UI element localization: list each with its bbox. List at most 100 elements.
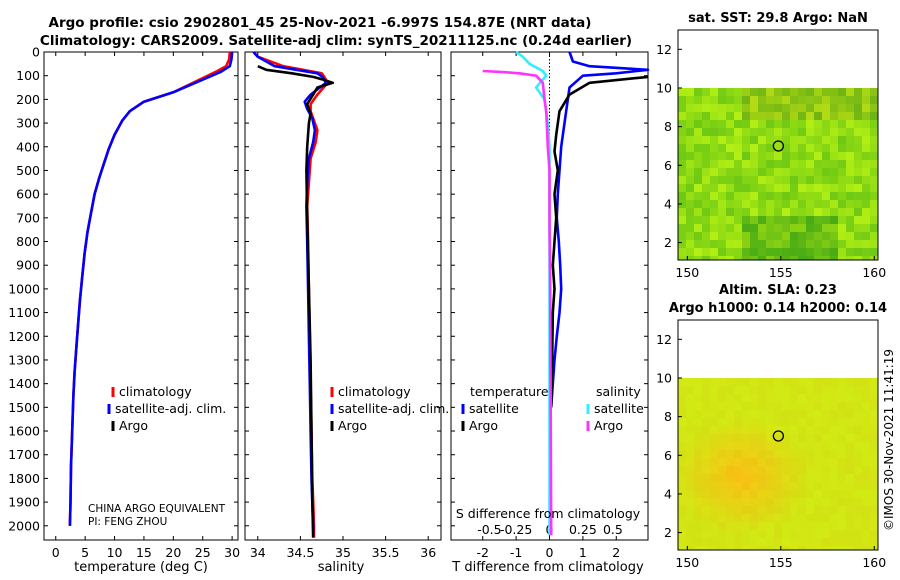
- heatmap-cell: [854, 96, 863, 105]
- heatmap-cell: [846, 160, 855, 169]
- heatmap-cell: [806, 240, 815, 249]
- heatmap-cell: [718, 410, 727, 419]
- heatmap-cell: [718, 378, 727, 387]
- heatmap-cell: [782, 144, 791, 153]
- heatmap-cell: [790, 418, 799, 427]
- heatmap-cell: [758, 402, 767, 411]
- heatmap-cell: [822, 160, 831, 169]
- y-tick-label: 1600: [8, 424, 40, 439]
- heatmap-cell: [742, 482, 751, 491]
- heatmap-cell: [830, 466, 839, 475]
- heatmap-cell: [782, 192, 791, 201]
- y-tick-label: 1800: [8, 471, 40, 486]
- heatmap-cell: [758, 546, 767, 551]
- heatmap-cell: [750, 530, 759, 539]
- heatmap-cell: [678, 224, 687, 233]
- heatmap-cell: [806, 498, 815, 507]
- heatmap-cell: [814, 522, 823, 531]
- heatmap-cell: [854, 538, 863, 547]
- heatmap-cell: [854, 434, 863, 443]
- heatmap-cell: [782, 152, 791, 161]
- heatmap-cell: [766, 394, 775, 403]
- heatmap-cell: [782, 248, 791, 257]
- series-satellite-adj-clim-: [68, 51, 234, 526]
- heatmap-cell: [830, 458, 839, 467]
- heatmap-cell: [734, 394, 743, 403]
- heatmap-cell: [806, 506, 815, 515]
- heatmap-cell: [870, 442, 879, 451]
- heatmap-cell: [838, 506, 847, 515]
- heatmap-cell: [822, 232, 831, 241]
- heatmap-cell: [790, 538, 799, 547]
- heatmap-cell: [734, 522, 743, 531]
- heatmap-cell: [686, 530, 695, 539]
- heatmap-cell: [678, 426, 687, 435]
- heatmap-cell: [806, 426, 815, 435]
- heatmap-cell: [846, 112, 855, 121]
- heatmap-cell: [742, 128, 751, 137]
- heatmap-cell: [710, 418, 719, 427]
- heatmap-cell: [750, 386, 759, 395]
- x-tick-label: 34.5: [286, 545, 314, 560]
- heatmap-cell: [862, 546, 871, 551]
- heatmap-cell: [830, 232, 839, 241]
- sla-axes-box: [677, 319, 879, 551]
- heatmap-cell: [870, 506, 879, 515]
- heatmap-cell: [822, 450, 831, 459]
- heatmap-cell: [862, 96, 871, 105]
- heatmap-cell: [862, 232, 871, 241]
- heatmap-cell: [766, 120, 775, 129]
- heatmap-cell: [870, 168, 879, 177]
- heatmap-cell: [734, 506, 743, 515]
- heatmap-cell: [806, 168, 815, 177]
- s-tick-label: 0.5: [603, 522, 623, 537]
- y-tick-label: 1200: [8, 329, 40, 344]
- y-tick-label: 2: [664, 235, 672, 250]
- heatmap-cell: [798, 514, 807, 523]
- heatmap-cell: [790, 386, 799, 395]
- heatmap-cell: [694, 490, 703, 499]
- heatmap-cell: [806, 474, 815, 483]
- heatmap-cell: [862, 200, 871, 209]
- heatmap-cell: [694, 96, 703, 105]
- heatmap-cell: [734, 402, 743, 411]
- heatmap-cell: [726, 530, 735, 539]
- heatmap-cell: [790, 224, 799, 233]
- heatmap-cell: [870, 216, 879, 225]
- heatmap-cell: [870, 120, 879, 129]
- heatmap-cell: [870, 530, 879, 539]
- heatmap-cell: [782, 176, 791, 185]
- heatmap-cell: [750, 418, 759, 427]
- heatmap-cell: [854, 402, 863, 411]
- heatmap-cell: [734, 482, 743, 491]
- heatmap-cell: [686, 442, 695, 451]
- heatmap-cell: [806, 530, 815, 539]
- heatmap-cell: [798, 410, 807, 419]
- heatmap-cell: [782, 442, 791, 451]
- heatmap-cell: [718, 450, 727, 459]
- heatmap-cell: [766, 104, 775, 113]
- heatmap-cell: [678, 160, 687, 169]
- heatmap-cell: [790, 240, 799, 249]
- series-argo: [257, 65, 335, 538]
- heatmap-cell: [686, 434, 695, 443]
- heatmap-cell: [694, 410, 703, 419]
- heatmap-cell: [718, 112, 727, 121]
- legend-label-argo: Argo: [338, 418, 367, 433]
- heatmap-cell: [750, 152, 759, 161]
- heatmap-cell: [678, 184, 687, 193]
- heatmap-cell: [790, 144, 799, 153]
- heatmap-cell: [814, 248, 823, 257]
- heatmap-cell: [766, 498, 775, 507]
- heatmap-cell: [702, 530, 711, 539]
- heatmap-cell: [750, 466, 759, 475]
- heatmap-cell: [846, 248, 855, 257]
- heatmap-cell: [870, 490, 879, 499]
- heatmap-cell: [790, 88, 799, 97]
- heatmap-cell: [806, 418, 815, 427]
- heatmap-cell: [790, 176, 799, 185]
- difference-xlabel: T difference from climatology: [451, 560, 644, 575]
- heatmap-cell: [718, 216, 727, 225]
- heatmap-cell: [854, 418, 863, 427]
